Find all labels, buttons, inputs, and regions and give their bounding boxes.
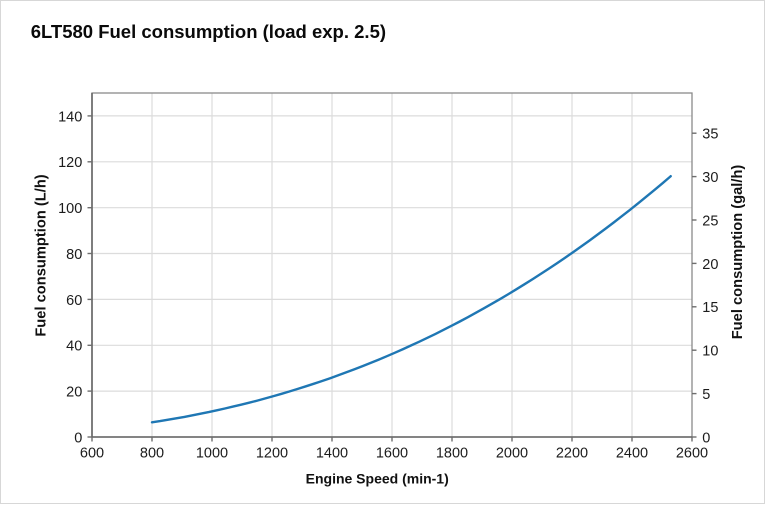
svg-text:2400: 2400 xyxy=(616,446,648,462)
svg-text:10: 10 xyxy=(702,344,718,360)
svg-text:0: 0 xyxy=(74,430,82,446)
svg-text:30: 30 xyxy=(702,170,718,186)
svg-text:5: 5 xyxy=(702,387,710,403)
svg-text:2000: 2000 xyxy=(496,446,528,462)
svg-text:6LT580 Fuel consumption (load: 6LT580 Fuel consumption (load exp. 2.5) xyxy=(31,21,386,42)
svg-text:80: 80 xyxy=(66,247,82,263)
svg-text:1200: 1200 xyxy=(256,446,288,462)
svg-text:2200: 2200 xyxy=(556,446,588,462)
svg-text:800: 800 xyxy=(140,446,164,462)
svg-text:140: 140 xyxy=(58,109,82,125)
svg-text:1000: 1000 xyxy=(196,446,228,462)
svg-text:Engine Speed (min-1): Engine Speed (min-1) xyxy=(306,471,449,487)
svg-text:60: 60 xyxy=(66,293,82,309)
svg-text:25: 25 xyxy=(702,213,718,229)
svg-text:1600: 1600 xyxy=(376,446,408,462)
svg-text:40: 40 xyxy=(66,339,82,355)
svg-text:0: 0 xyxy=(702,430,710,446)
svg-text:Fuel consumption (L/h): Fuel consumption (L/h) xyxy=(34,174,50,336)
svg-text:1800: 1800 xyxy=(436,446,468,462)
svg-text:1400: 1400 xyxy=(316,446,348,462)
svg-text:15: 15 xyxy=(702,300,718,316)
svg-text:20: 20 xyxy=(702,257,718,273)
svg-text:100: 100 xyxy=(58,201,82,217)
svg-text:35: 35 xyxy=(702,127,718,143)
svg-text:2600: 2600 xyxy=(676,446,708,462)
svg-text:600: 600 xyxy=(80,446,104,462)
svg-text:20: 20 xyxy=(66,385,82,401)
svg-text:Fuel consumption (gal/h): Fuel consumption (gal/h) xyxy=(730,165,746,340)
svg-text:120: 120 xyxy=(58,155,82,171)
